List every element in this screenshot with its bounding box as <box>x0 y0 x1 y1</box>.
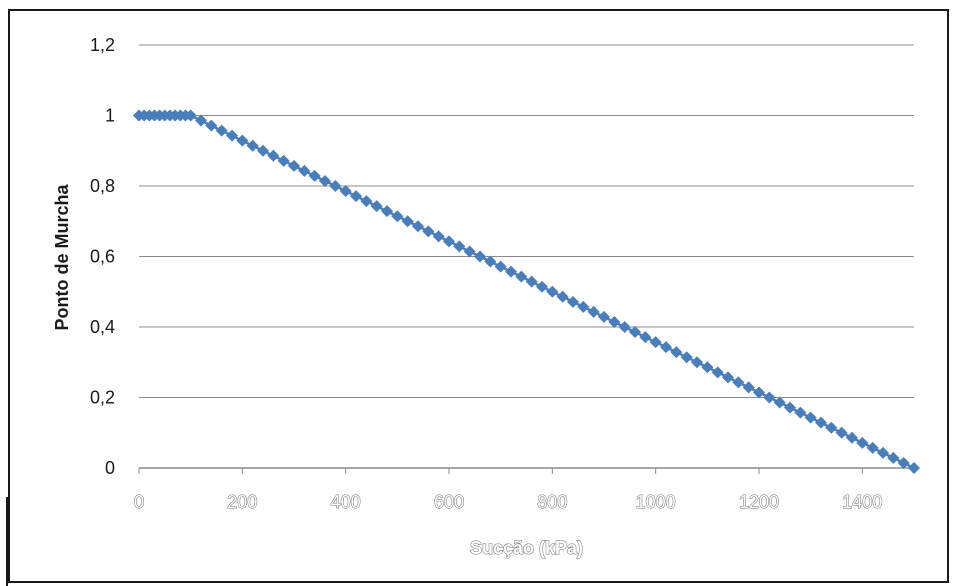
y-tick-label: 0,6 <box>90 247 115 267</box>
x-tick-label: 200 <box>227 492 257 512</box>
data-point-marker <box>577 300 590 313</box>
data-point-marker <box>463 245 476 258</box>
y-tick-label: 1,2 <box>90 35 115 55</box>
data-point-marker <box>453 240 466 253</box>
data-point-marker <box>412 220 424 233</box>
data-point-marker <box>722 371 734 384</box>
x-tick-label: 1400 <box>842 492 882 512</box>
data-point-marker <box>236 134 249 147</box>
data-point-marker <box>257 144 269 157</box>
data-point-marker <box>897 456 910 469</box>
data-point-marker <box>494 260 507 273</box>
data-point-marker <box>484 255 497 268</box>
data-point-marker <box>329 180 342 192</box>
y-axis-title: Ponto de Murcha <box>52 184 72 331</box>
data-point-marker <box>639 331 652 344</box>
data-point-marker <box>649 336 662 349</box>
data-point-marker <box>691 356 703 369</box>
y-axis-ticks: 0 0,2 0,4 0,6 0,8 1 1,2 <box>90 35 115 478</box>
data-point-marker <box>815 416 827 429</box>
data-point-marker <box>515 270 528 283</box>
data-point-marker <box>680 351 693 364</box>
data-point-marker <box>753 386 765 399</box>
data-point-marker <box>267 149 280 162</box>
data-point-marker <box>670 346 683 359</box>
data-point-marker <box>339 185 352 198</box>
x-tick-label: 1000 <box>636 492 676 512</box>
data-point-marker <box>226 129 238 142</box>
data-point-marker <box>474 250 486 263</box>
x-axis-title: Sucção (kPa) <box>470 538 583 558</box>
x-tick-label: 1200 <box>739 492 779 512</box>
data-point-marker <box>422 225 435 238</box>
x-tick-label: 0 <box>134 492 144 512</box>
data-point-marker <box>732 376 745 389</box>
x-tick-label: 600 <box>434 492 464 512</box>
data-point-marker <box>804 411 817 424</box>
data-point-marker <box>298 164 311 177</box>
data-point-marker <box>742 381 755 394</box>
data-point-marker <box>866 441 879 454</box>
chart-frame <box>8 9 949 583</box>
y-tick-label: 1 <box>105 106 115 126</box>
y-tick-label: 0,2 <box>90 388 115 408</box>
y-tick-label: 0,8 <box>90 176 115 196</box>
data-point-marker <box>205 119 218 132</box>
data-point-marker <box>846 431 858 444</box>
data-point-marker <box>195 114 207 127</box>
data-point-marker <box>184 109 197 122</box>
data-point-marker <box>856 436 869 449</box>
y-tick-label: 0,4 <box>90 317 115 337</box>
data-point-marker <box>288 159 300 172</box>
data-point-marker <box>391 210 404 223</box>
data-point-marker <box>701 361 714 374</box>
frame-edge-stub <box>0 497 8 586</box>
data-point-marker <box>908 462 920 474</box>
data-point-marker <box>773 396 786 409</box>
data-point-marker <box>835 426 848 439</box>
data-point-marker <box>567 295 579 308</box>
data-point-marker <box>401 215 414 228</box>
x-tick-label: 800 <box>537 492 567 512</box>
data-point-marker <box>536 280 548 293</box>
data-point-marker <box>784 401 796 414</box>
data-point-marker <box>370 200 383 213</box>
data-point-marker <box>546 285 559 298</box>
y-tick-label: 0 <box>105 458 115 478</box>
x-tick-label: 400 <box>331 492 361 512</box>
data-point-marker <box>350 190 362 203</box>
data-point-marker <box>277 154 290 167</box>
data-point-marker <box>825 421 838 434</box>
gridlines <box>139 44 914 398</box>
data-point-marker <box>215 124 228 137</box>
data-point-marker <box>587 305 600 318</box>
data-point-marker <box>598 310 610 323</box>
data-point-marker <box>381 205 393 218</box>
data-point-marker <box>443 235 455 248</box>
data-point-marker <box>660 341 672 354</box>
data-point-marker <box>877 446 889 459</box>
data-point-marker <box>525 275 538 288</box>
data-point-marker <box>308 169 321 182</box>
data-point-marker <box>505 265 517 278</box>
data-point-marker <box>794 406 807 419</box>
data-point-marker <box>319 174 331 187</box>
data-point-marker <box>360 195 373 208</box>
data-point-marker <box>763 391 776 404</box>
series-markers <box>133 109 920 474</box>
data-point-marker <box>629 326 641 339</box>
data-point-marker <box>432 230 445 243</box>
data-point-marker <box>618 321 631 333</box>
x-axis-ticks: 0 200 400 600 800 1000 1200 1400 <box>133 468 883 513</box>
data-point-marker <box>556 290 569 303</box>
data-point-marker <box>246 139 259 152</box>
data-point-marker <box>711 366 724 379</box>
data-point-marker <box>608 315 621 328</box>
data-point-marker <box>887 451 900 464</box>
